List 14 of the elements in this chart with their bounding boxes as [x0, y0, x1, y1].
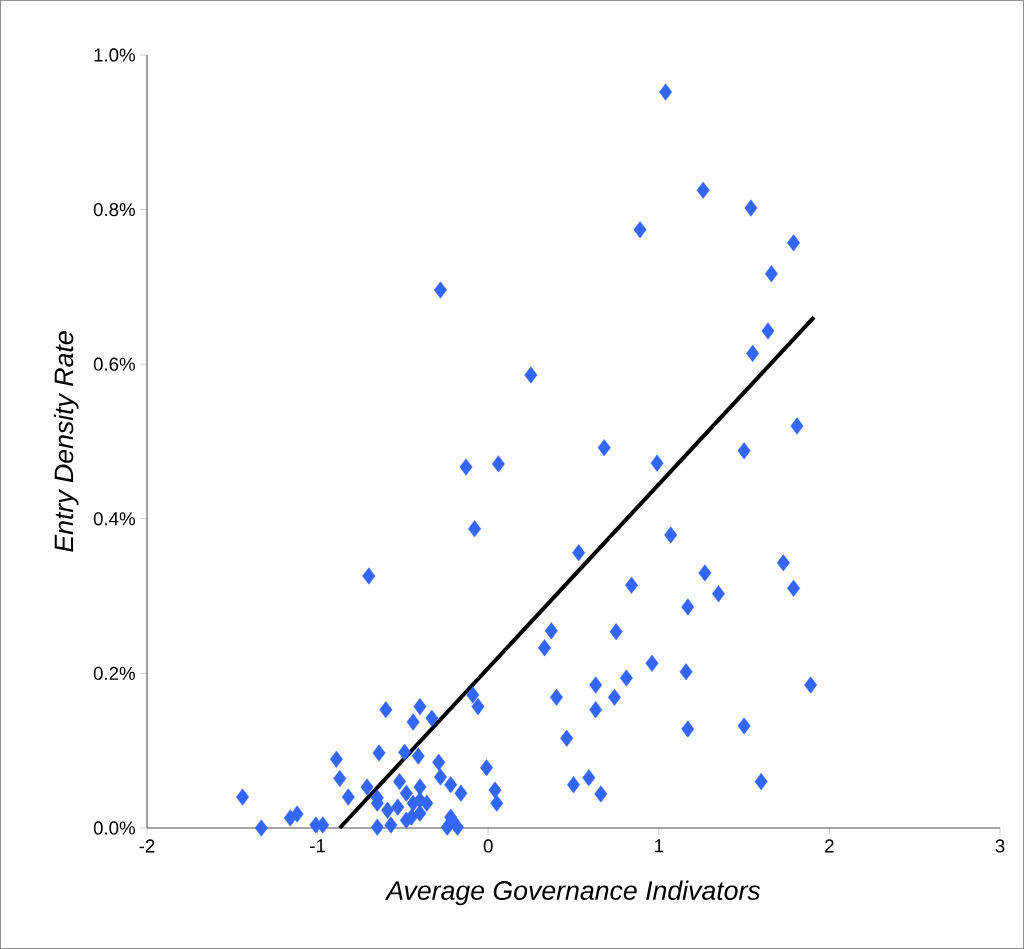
x-tick-label: 2 [825, 839, 834, 853]
x-tick-label: 1 [655, 839, 664, 853]
y-tick-label: 0.0% [93, 821, 135, 835]
y-tick-label: 0.6% [93, 357, 135, 371]
y-tick-label: 0.2% [93, 666, 135, 680]
x-tick-label: 0 [483, 839, 493, 853]
x-tick-label: -1 [310, 839, 325, 853]
y-tick-label: 0.8% [93, 202, 135, 217]
x-axis-title: Average Governance Indivators [384, 880, 761, 906]
x-tick-label: -2 [139, 839, 155, 853]
y-tick-label: 0.4% [93, 512, 135, 526]
x-tick-label: 3 [995, 839, 1005, 853]
y-tick-label: 1.0% [94, 48, 135, 62]
y-axis-title: Entry Density Rate [53, 331, 79, 552]
